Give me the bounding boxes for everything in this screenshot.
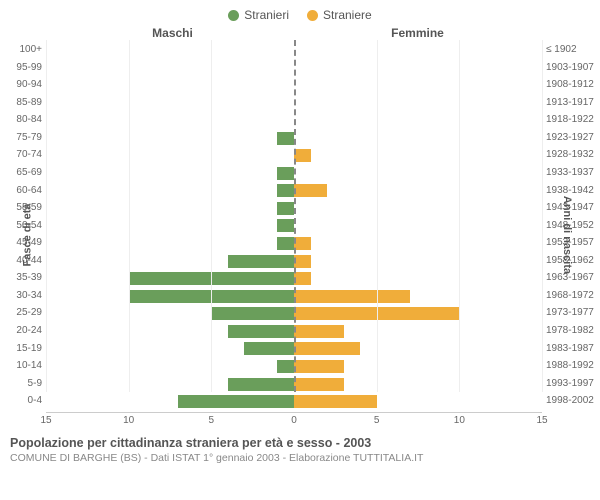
- bar-male: [211, 307, 294, 320]
- gridline: [129, 40, 130, 392]
- legend-female: Straniere: [307, 8, 372, 22]
- age-label: 30-34: [0, 288, 42, 305]
- x-tick: 5: [209, 415, 215, 426]
- age-label: 10-14: [0, 358, 42, 375]
- birth-label: 1993-1997: [546, 376, 600, 393]
- age-label: 20-24: [0, 323, 42, 340]
- header-male: Maschi: [0, 26, 295, 40]
- legend-female-label: Straniere: [323, 8, 372, 22]
- bar-male: [277, 202, 294, 215]
- gridline: [459, 40, 460, 392]
- birth-label: 1988-1992: [546, 358, 600, 375]
- gridline: [46, 40, 47, 392]
- birth-label: 1968-1972: [546, 288, 600, 305]
- header-female: Femmine: [295, 26, 600, 40]
- age-label: 0-4: [0, 393, 42, 410]
- bar-female: [294, 342, 360, 355]
- x-tick: 5: [374, 415, 380, 426]
- bar-male: [228, 255, 294, 268]
- bar-male: [277, 360, 294, 373]
- gridline: [211, 40, 212, 392]
- legend-male-label: Stranieri: [244, 8, 289, 22]
- x-tick: 10: [123, 415, 134, 426]
- age-label: 60-64: [0, 183, 42, 200]
- age-label: 5-9: [0, 376, 42, 393]
- footer: Popolazione per cittadinanza straniera p…: [0, 430, 600, 464]
- age-label: 25-29: [0, 305, 42, 322]
- age-label: 95-99: [0, 60, 42, 77]
- birth-label: ≤ 1902: [546, 42, 600, 59]
- bar-female: [294, 255, 311, 268]
- age-label: 85-89: [0, 95, 42, 112]
- bar-male: [277, 219, 294, 232]
- birth-label: 1908-1912: [546, 77, 600, 94]
- bar-male: [277, 132, 294, 145]
- bar-male: [178, 395, 294, 408]
- gridline: [377, 40, 378, 392]
- birth-label: 1913-1917: [546, 95, 600, 112]
- bar-female: [294, 378, 344, 391]
- footer-subtitle: COMUNE DI BARGHE (BS) - Dati ISTAT 1° ge…: [10, 452, 590, 464]
- bar-male: [277, 184, 294, 197]
- bar-male: [228, 325, 294, 338]
- birth-label: 1983-1987: [546, 341, 600, 358]
- bar-male: [244, 342, 294, 355]
- age-label: 75-79: [0, 130, 42, 147]
- age-label: 65-69: [0, 165, 42, 182]
- age-label: 70-74: [0, 147, 42, 164]
- center-line: [294, 40, 296, 392]
- bar-female: [294, 184, 327, 197]
- birth-label: 1998-2002: [546, 393, 600, 410]
- y-axis-right-title: Anni di nascita: [561, 196, 573, 274]
- birth-label: 1978-1982: [546, 323, 600, 340]
- bar-row: [46, 393, 542, 410]
- x-tick: 10: [454, 415, 465, 426]
- bar-male: [277, 237, 294, 250]
- x-tick: 15: [536, 415, 547, 426]
- legend-male-swatch: [228, 10, 239, 21]
- legend-male: Stranieri: [228, 8, 289, 22]
- x-tick: 0: [291, 415, 297, 426]
- age-label: 35-39: [0, 270, 42, 287]
- bar-female: [294, 272, 311, 285]
- age-label: 100+: [0, 42, 42, 59]
- age-label: 80-84: [0, 112, 42, 129]
- birth-label: 1918-1922: [546, 112, 600, 129]
- legend-female-swatch: [307, 10, 318, 21]
- bar-female: [294, 360, 344, 373]
- legend: Stranieri Straniere: [0, 0, 600, 26]
- birth-label: 1923-1927: [546, 130, 600, 147]
- y-axis-left-title: Fasce di età: [21, 204, 33, 267]
- x-tick: 15: [40, 415, 51, 426]
- bar-female: [294, 149, 311, 162]
- age-label: 15-19: [0, 341, 42, 358]
- bar-male: [277, 167, 294, 180]
- bars-container: [46, 40, 542, 412]
- birth-label: 1933-1937: [546, 165, 600, 182]
- footer-title: Popolazione per cittadinanza straniera p…: [10, 436, 590, 450]
- x-axis: 15105051015: [46, 412, 542, 430]
- age-label: 90-94: [0, 77, 42, 94]
- bar-female: [294, 395, 377, 408]
- gridline: [542, 40, 543, 392]
- bar-male: [228, 378, 294, 391]
- chart: Fasce di età 100+95-9990-9485-8980-8475-…: [0, 40, 600, 430]
- plot-area: 15105051015: [46, 40, 542, 430]
- birth-label: 1973-1977: [546, 305, 600, 322]
- birth-label: 1928-1932: [546, 147, 600, 164]
- bar-female: [294, 325, 344, 338]
- bar-female: [294, 237, 311, 250]
- column-headers: Maschi Femmine: [0, 26, 600, 40]
- birth-label: 1903-1907: [546, 60, 600, 77]
- bar-female: [294, 290, 410, 303]
